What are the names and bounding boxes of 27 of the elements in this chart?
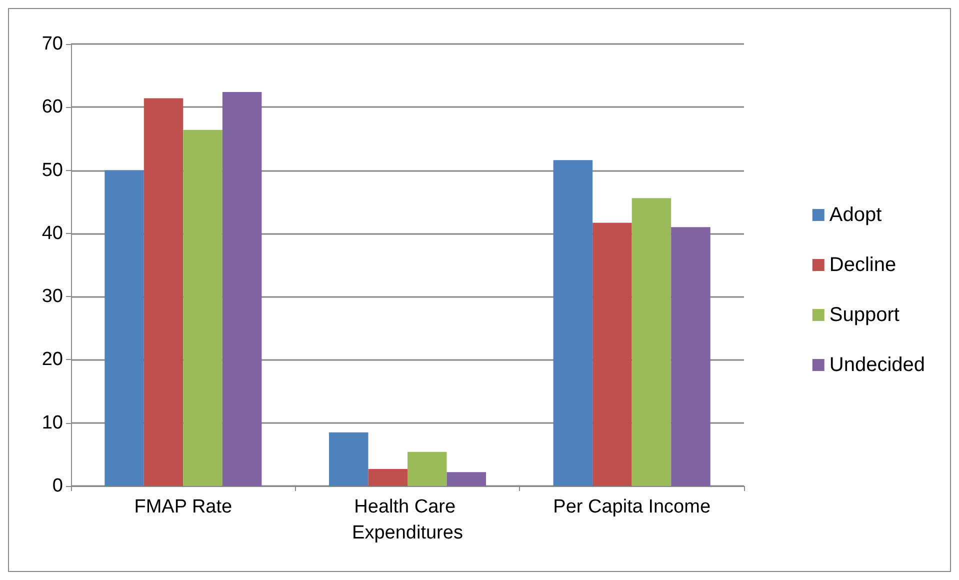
bar	[671, 227, 710, 486]
bar	[183, 130, 222, 486]
legend-label: Support	[829, 304, 900, 326]
bar	[222, 92, 262, 486]
bar	[104, 170, 144, 486]
bar	[553, 160, 593, 486]
y-tick-label: 0	[52, 476, 63, 496]
legend-label: Adopt	[829, 204, 882, 226]
bar	[328, 432, 368, 486]
y-tick-label: 30	[42, 286, 63, 308]
x-tick-label: FMAP Rate	[134, 496, 232, 518]
legend-label: Undecided	[829, 354, 925, 376]
y-tick-label: 70	[42, 34, 63, 54]
x-tick-label: Health Care Expenditures	[352, 496, 463, 544]
y-tick-label: 10	[42, 412, 63, 434]
bar	[632, 198, 672, 486]
bar	[592, 222, 632, 486]
legend-label: Decline	[829, 254, 896, 276]
bar	[408, 452, 447, 486]
bar	[446, 472, 486, 486]
y-tick-label: 60	[42, 96, 63, 118]
x-tick-label: Per Capita Income	[553, 496, 711, 518]
bar	[144, 98, 184, 486]
y-tick-label: 20	[42, 349, 63, 370]
y-tick-label: 40	[42, 222, 63, 244]
y-tick-label: 50	[42, 160, 63, 181]
bar	[368, 468, 408, 486]
